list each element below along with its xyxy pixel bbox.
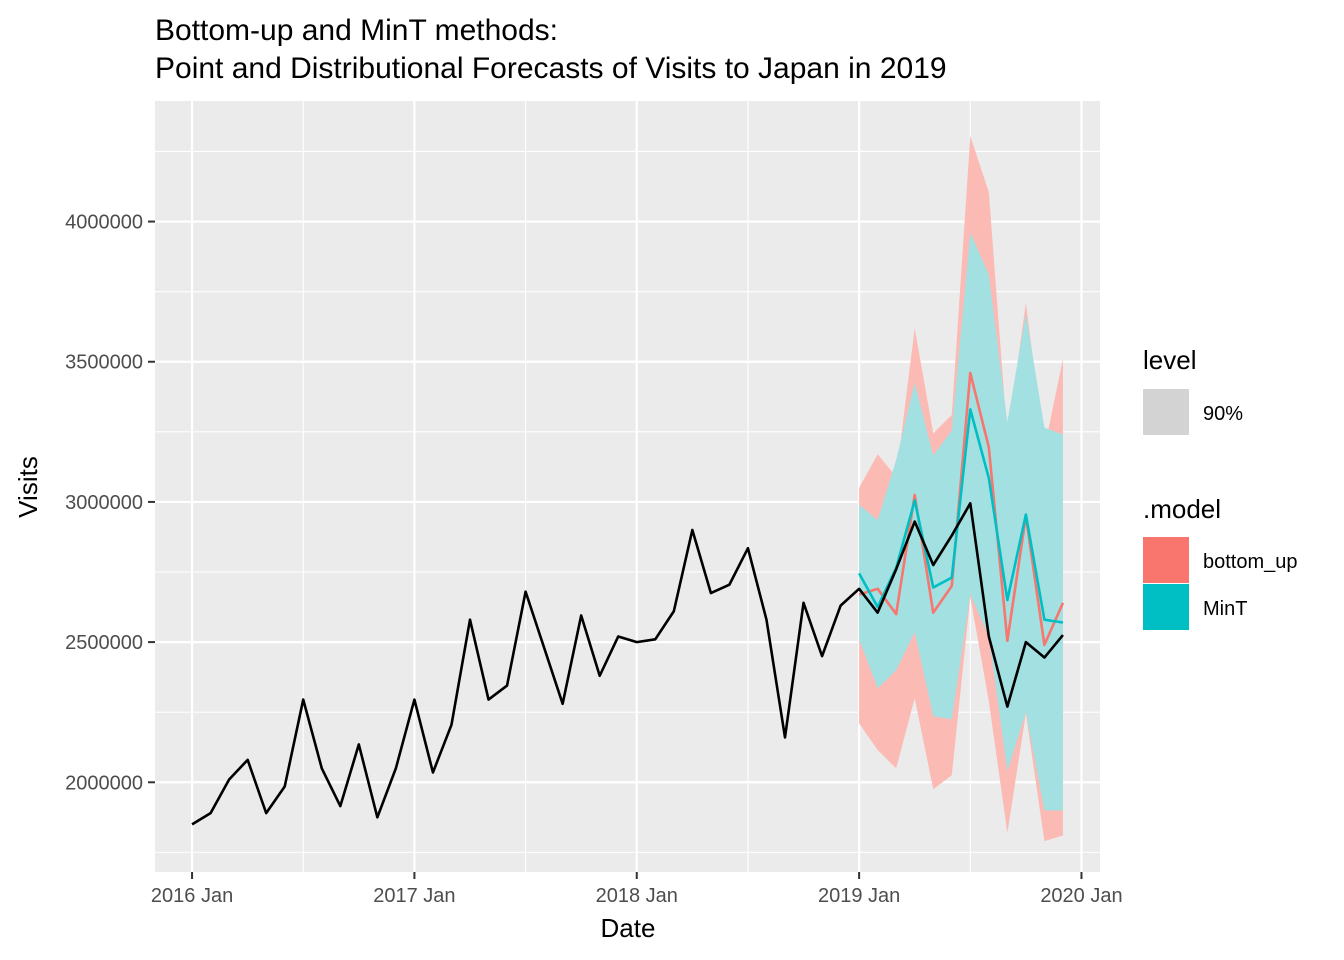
legend-label-bottom-up: bottom_up <box>1203 551 1298 573</box>
y-tick-label: 2000000 <box>65 772 143 794</box>
major-gridlines <box>155 101 1100 872</box>
series-lines <box>191 371 1065 826</box>
legend-level-key <box>1143 389 1189 435</box>
y-axis: 2000000 2500000 3000000 3500000 4000000 <box>65 212 155 794</box>
x-tick-label: 2019 Jan <box>818 885 900 907</box>
actual-visits-line <box>191 502 1064 826</box>
legend-level-title: level <box>1143 345 1196 375</box>
legend: level 90% .model bottom_up MinT <box>1143 345 1298 630</box>
x-tick-label: 2018 Jan <box>596 885 678 907</box>
legend-key-bottom-up <box>1143 537 1189 583</box>
y-tick-label: 3000000 <box>65 492 143 514</box>
y-tick-label: 2500000 <box>65 632 143 654</box>
legend-model-title: .model <box>1143 494 1221 524</box>
legend-label-mint: MinT <box>1203 598 1247 620</box>
chart-subtitle: Point and Distributional Forecasts of Vi… <box>155 52 947 85</box>
x-axis: 2016 Jan 2017 Jan 2018 Jan 2019 Jan 2020 Jan <box>151 872 1123 907</box>
legend-level-label: 90% <box>1203 403 1243 425</box>
y-tick-label: 3500000 <box>65 352 143 374</box>
legend-key-mint <box>1143 584 1189 630</box>
y-axis-title: Visits <box>13 456 43 518</box>
x-tick-label: 2020 Jan <box>1040 885 1122 907</box>
x-tick-label: 2016 Jan <box>151 885 233 907</box>
y-tick-label: 4000000 <box>65 212 143 234</box>
chart-title: Bottom-up and MinT methods: <box>155 14 558 47</box>
x-tick-label: 2017 Jan <box>373 885 455 907</box>
x-axis-title: Date <box>601 913 656 943</box>
